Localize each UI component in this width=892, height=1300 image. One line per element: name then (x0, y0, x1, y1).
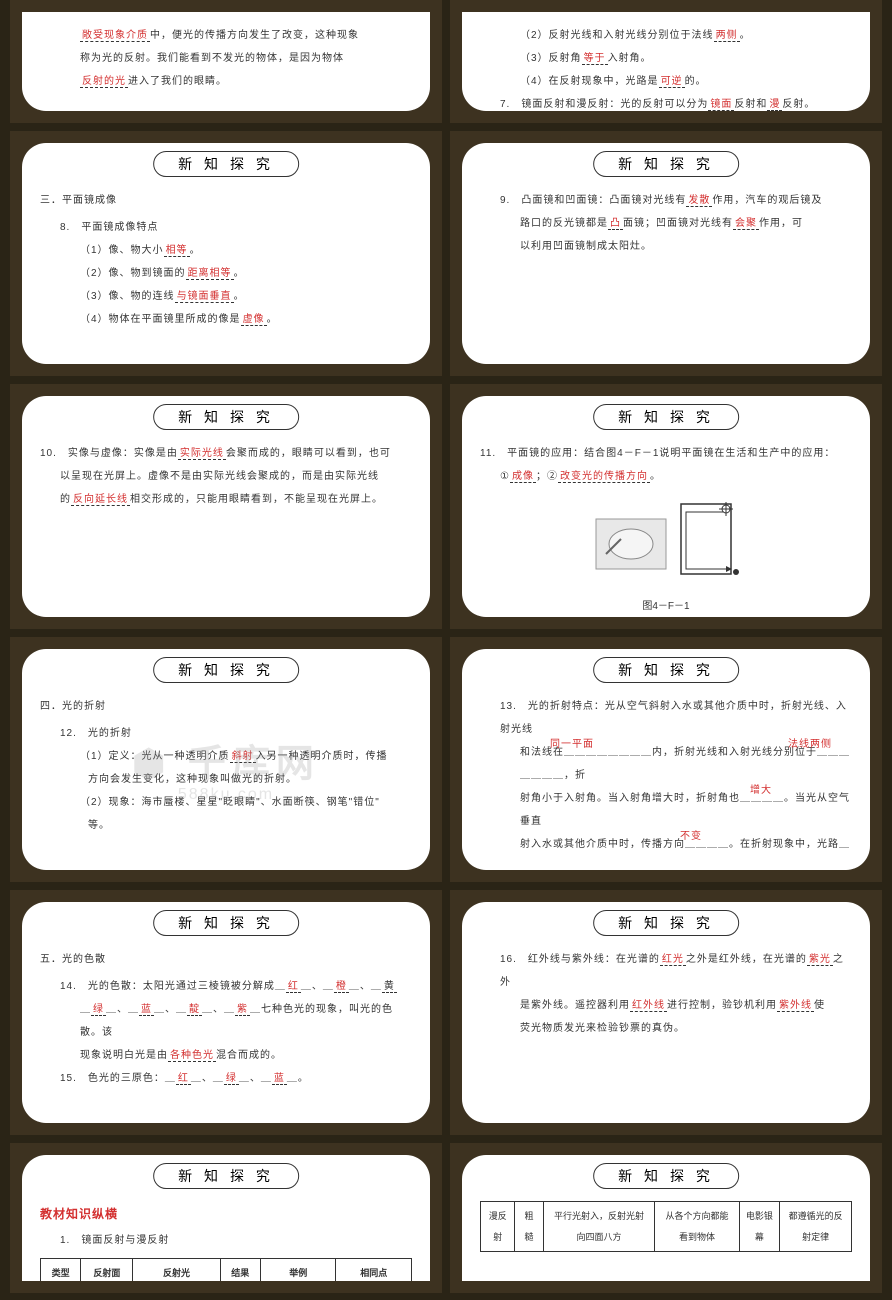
slide-4a: 新 知 探 究 ⬢ 千库网 588ku.com 四．光的折射 12. 光的折射 … (10, 637, 442, 882)
blank-answer: 反射的光 (80, 76, 128, 88)
slide-3a: 新 知 探 究 10. 实像与虚像：实像是由实际光线会聚而成的，眼睛可以看到，也… (10, 384, 442, 629)
section-title: 新 知 探 究 (153, 657, 299, 683)
slide-6a: 新 知 探 究 教材知识纵横 1. 镜面反射与漫反射 类型 反射面 反射光 结果… (10, 1143, 442, 1293)
slide-4b: 新 知 探 究 13. 光的折射特点：光从空气斜射入水或其他介质中时，折射光线、… (450, 637, 882, 882)
section-title: 新 知 探 究 (593, 657, 739, 683)
slide-5a: 新 知 探 究 五．光的色散 14. 光的色散：太阳光通过三棱镜被分解成＿红＿、… (10, 890, 442, 1135)
slide-2b: 新 知 探 究 9. 凸面镜和凹面镜：凸面镜对光线有发散作用，汽车的观后镜及 路… (450, 131, 882, 376)
section-title: 新 知 探 究 (153, 404, 299, 430)
section-title: 新 知 探 究 (593, 151, 739, 177)
slide-3b: 新 知 探 究 11. 平面镜的应用：结合图4－F－1说明平面镜在生活和生产中的… (450, 384, 882, 629)
section-title: 新 知 探 究 (593, 910, 739, 936)
section-title: 新 知 探 究 (593, 1163, 739, 1189)
slide-2a: 新 知 探 究 三．平面镜成像 8. 平面镜成像特点 （1）像、物大小相等。 （… (10, 131, 442, 376)
watermark-url: 588ku.com (178, 786, 274, 804)
diagram-mirror: 图4－F－1 (480, 494, 852, 617)
blank-answer: 敞受现象介质 (80, 30, 150, 42)
section-title: 新 知 探 究 (153, 910, 299, 936)
reflection-table: 类型 反射面 反射光 结果 举例 相同点 镜面 平行光射入， 镜子、金属 都遵循… (40, 1258, 412, 1281)
section-title: 新 知 探 究 (593, 404, 739, 430)
section-title: 新 知 探 究 (153, 1163, 299, 1189)
slide-1a: 敞受现象介质中，便光的传播方向发生了改变，这种现象 称为光的反射。我们能看到不发… (10, 0, 442, 123)
diffuse-table: 漫反射 粗糙 平行光射入，反射光射向四面八方 从各个方向都能看到物体 电影银幕 … (480, 1201, 852, 1252)
slide-5b: 新 知 探 究 16. 红外线与紫外线：在光谱的红光之外是红外线，在光谱的紫光之… (450, 890, 882, 1135)
section-title: 新 知 探 究 (153, 151, 299, 177)
slide-1b: （2）反射光线和入射光线分别位于法线两侧。 （3）反射角等于入射角。 （4）在反… (450, 0, 882, 123)
slide-6b: 新 知 探 究 漫反射 粗糙 平行光射入，反射光射向四面八方 从各个方向都能看到… (450, 1143, 882, 1293)
diagram-caption: 图4－F－1 (480, 595, 852, 617)
subtitle: 教材知识纵横 (40, 1201, 412, 1229)
